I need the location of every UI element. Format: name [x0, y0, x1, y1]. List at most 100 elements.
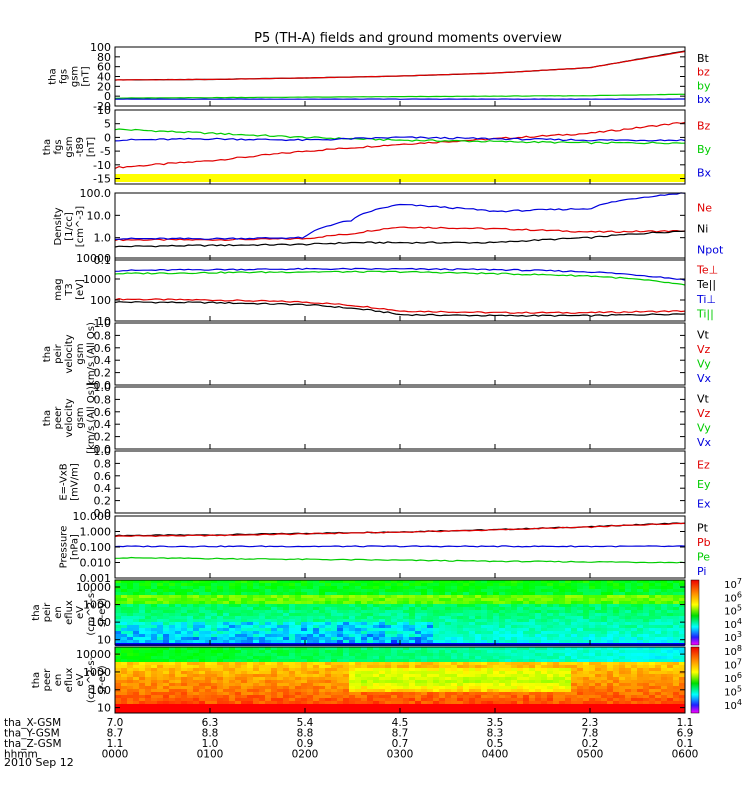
spectrogram-cell: [553, 595, 559, 598]
spectrogram-cell: [139, 589, 145, 592]
spectrogram-cell: [637, 628, 643, 631]
spectrogram-cell: [379, 689, 385, 692]
spectrogram-cell: [667, 656, 673, 659]
spectrogram-cell: [451, 616, 457, 619]
spectrogram-cell: [625, 586, 631, 589]
spectrogram-cell: [499, 695, 505, 698]
y-tick-label: 0: [104, 90, 111, 103]
spectrogram-cell: [343, 586, 349, 589]
spectrogram-cell: [229, 656, 235, 659]
spectrogram-cell: [373, 683, 379, 686]
spectrogram-cell: [505, 598, 511, 601]
spectrogram-cell: [175, 595, 181, 598]
spectrogram-cell: [475, 650, 481, 653]
spectrogram-cell: [679, 622, 685, 625]
spectrogram-cell: [619, 671, 625, 674]
spectrogram-cell: [637, 647, 643, 650]
spectrogram-cell: [469, 595, 475, 598]
spectrogram-cell: [229, 647, 235, 650]
spectrogram-cell: [295, 607, 301, 610]
spectrogram-cell: [493, 668, 499, 671]
spectrogram-cell: [289, 656, 295, 659]
spectrogram-cell: [295, 604, 301, 607]
spectrogram-cell: [265, 613, 271, 616]
spectrogram-cell: [499, 586, 505, 589]
spectrogram-cell: [451, 674, 457, 677]
spectrogram-cell: [517, 674, 523, 677]
spectrogram-cell: [271, 640, 277, 643]
spectrogram-cell: [613, 628, 619, 631]
spectrogram-cell: [625, 695, 631, 698]
spectrogram-cell: [439, 662, 445, 665]
spectrogram-cell: [397, 613, 403, 616]
spectrogram-cell: [295, 647, 301, 650]
spectrogram-cell: [241, 607, 247, 610]
spectrogram-cell: [463, 671, 469, 674]
spectrogram-cell: [325, 671, 331, 674]
spectrogram-cell: [373, 619, 379, 622]
spectrogram-cell: [373, 692, 379, 695]
spectrogram-cell: [553, 662, 559, 665]
spectrogram-cell: [361, 668, 367, 671]
spectrogram-cell: [253, 677, 259, 680]
spectrogram-cell: [385, 704, 391, 707]
spectrogram-cell: [343, 631, 349, 634]
spectrogram-cell: [229, 698, 235, 701]
spectrogram-cell: [415, 601, 421, 604]
spectrogram-cell: [541, 668, 547, 671]
spectrogram-cell: [295, 619, 301, 622]
spectrogram-cell: [625, 650, 631, 653]
spectrogram-cell: [175, 625, 181, 628]
y-tick-label: -20: [93, 100, 111, 113]
spectrogram-cell: [517, 640, 523, 643]
spectrogram-cell: [307, 704, 313, 707]
spectrogram-cell: [577, 674, 583, 677]
spectrogram-cell: [331, 583, 337, 586]
spectrogram-cell: [541, 616, 547, 619]
spectrogram-cell: [175, 598, 181, 601]
spectrogram-cell: [667, 631, 673, 634]
spectrogram-cell: [295, 625, 301, 628]
spectrogram-cell: [553, 686, 559, 689]
spectrogram-cell: [643, 622, 649, 625]
spectrogram-cell: [355, 680, 361, 683]
spectrogram-cell: [379, 640, 385, 643]
spectrogram-cell: [547, 607, 553, 610]
spectrogram-cell: [361, 586, 367, 589]
spectrogram-cell: [505, 586, 511, 589]
spectrogram-cell: [193, 653, 199, 656]
spectrogram-cell: [367, 671, 373, 674]
spectrogram-cell: [229, 686, 235, 689]
spectrogram-cell: [181, 710, 187, 713]
spectrogram-cell: [313, 607, 319, 610]
spectrogram-cell: [619, 674, 625, 677]
spectrogram-cell: [643, 677, 649, 680]
spectrogram-cell: [313, 586, 319, 589]
spectrogram-cell: [151, 598, 157, 601]
spectrogram-cell: [265, 616, 271, 619]
spectrogram-cell: [559, 607, 565, 610]
spectrogram-cell: [445, 610, 451, 613]
spectrogram-cell: [151, 610, 157, 613]
spectrogram-cell: [367, 604, 373, 607]
spectrogram-cell: [169, 634, 175, 637]
spectrogram-cell: [553, 634, 559, 637]
y-tick-label: 100: [90, 294, 111, 307]
spectrogram-cell: [367, 613, 373, 616]
spectrogram-cell: [157, 668, 163, 671]
spectrogram-cell: [187, 686, 193, 689]
spectrogram-cell: [445, 592, 451, 595]
spectrogram-cell: [271, 683, 277, 686]
spectrogram-cell: [487, 659, 493, 662]
spectrogram-cell: [403, 631, 409, 634]
spectrogram-cell: [355, 707, 361, 710]
spectrogram-cell: [607, 674, 613, 677]
spectrogram-cell: [379, 674, 385, 677]
spectrogram-cell: [313, 625, 319, 628]
spectrogram-cell: [139, 707, 145, 710]
spectrogram-cell: [457, 628, 463, 631]
spectrogram-cell: [601, 622, 607, 625]
spectrogram-cell: [229, 607, 235, 610]
spectrogram-cell: [625, 710, 631, 713]
spectrogram-cell: [319, 674, 325, 677]
